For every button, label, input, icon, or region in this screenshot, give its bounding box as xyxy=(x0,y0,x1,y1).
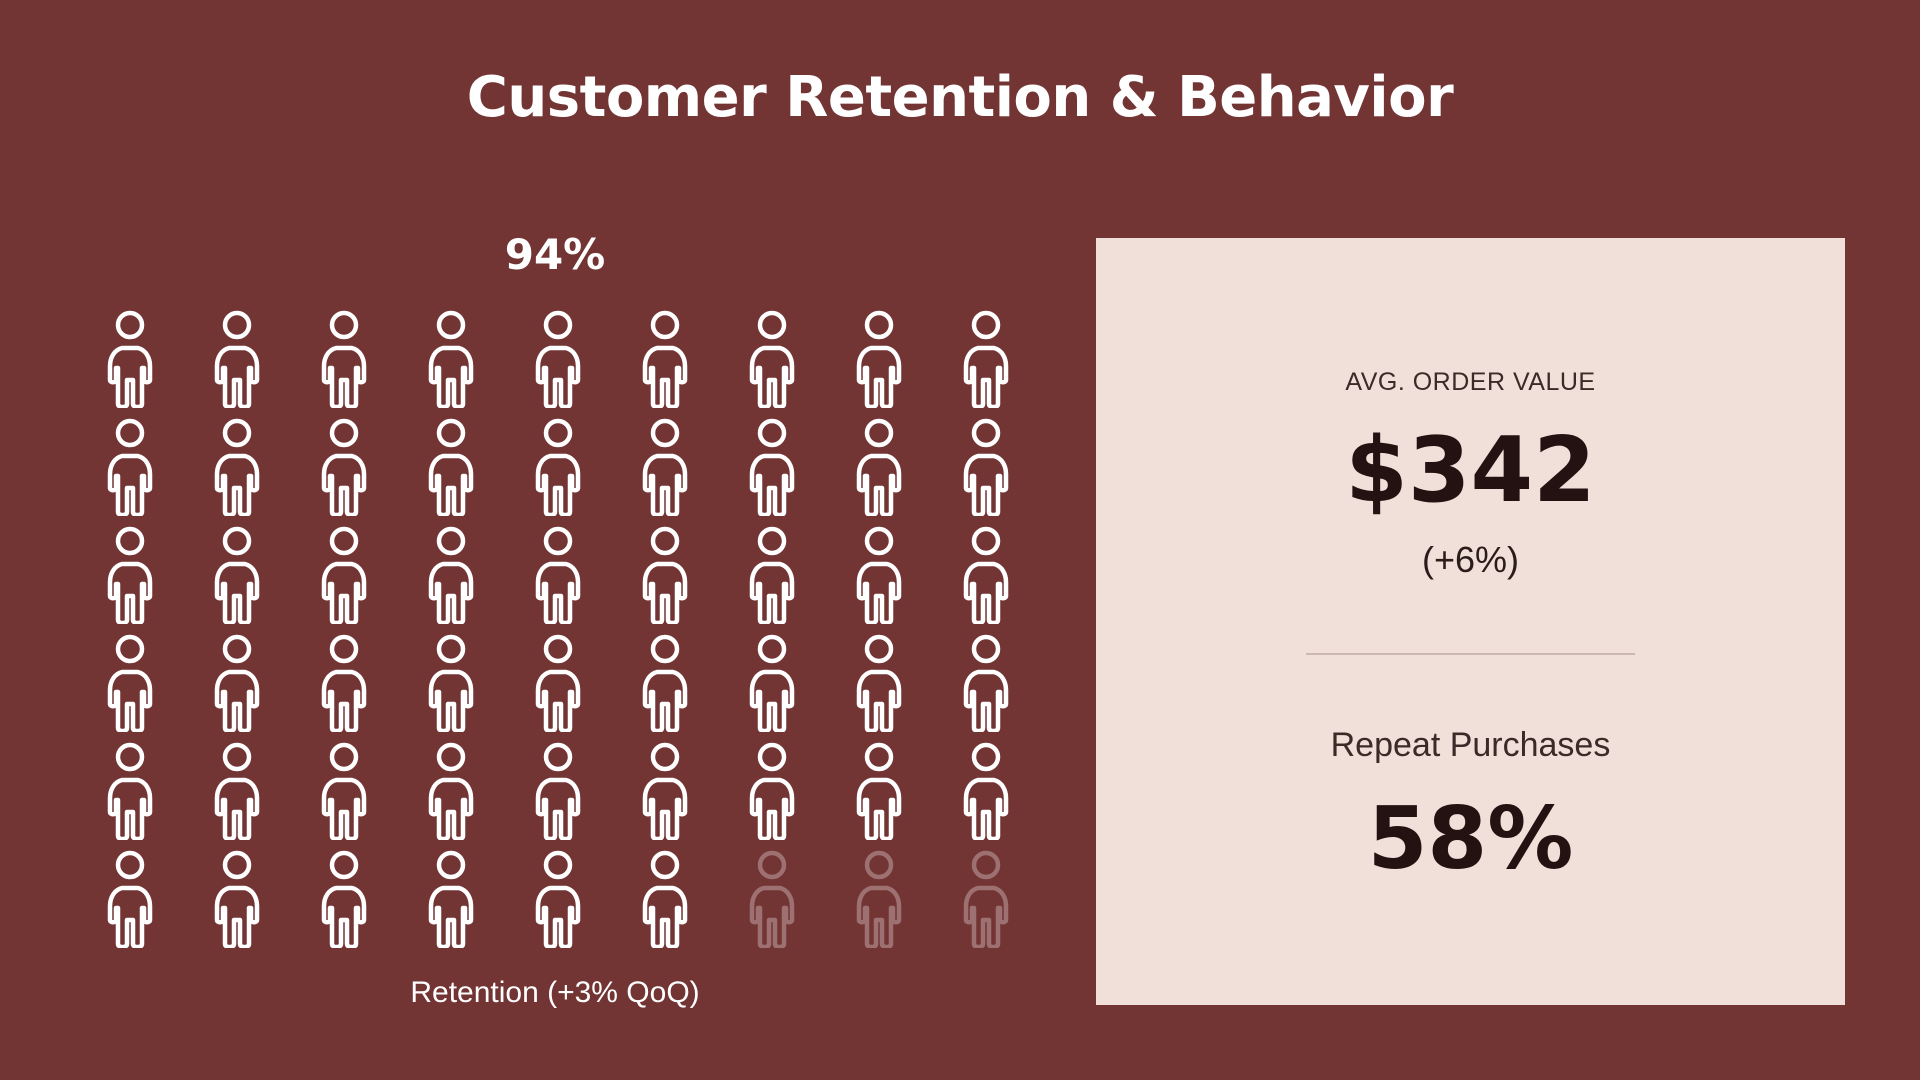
person-icon xyxy=(102,632,158,732)
avg-order-value: $342 xyxy=(1345,418,1596,523)
person-icon xyxy=(209,848,265,948)
person-icon xyxy=(637,632,693,732)
person-icon xyxy=(423,308,479,408)
person-icon xyxy=(637,848,693,948)
person-icon xyxy=(423,848,479,948)
page-title: Customer Retention & Behavior xyxy=(466,65,1454,130)
person-icon xyxy=(744,416,800,516)
person-icon xyxy=(851,740,907,840)
person-icon xyxy=(209,308,265,408)
person-icon xyxy=(102,308,158,408)
repeat-purchases-label: Repeat Purchases xyxy=(1330,726,1611,764)
person-icon xyxy=(744,740,800,840)
person-icon xyxy=(851,308,907,408)
person-icon xyxy=(209,416,265,516)
person-icon xyxy=(958,524,1014,624)
avg-order-value-change: (+6%) xyxy=(1421,539,1520,580)
person-icon xyxy=(530,632,586,732)
person-icon xyxy=(958,416,1014,516)
person-icon xyxy=(423,632,479,732)
person-icon xyxy=(102,848,158,948)
person-icon xyxy=(102,740,158,840)
repeat-purchases-value: 58% xyxy=(1367,789,1574,889)
person-icon xyxy=(851,416,907,516)
person-icon xyxy=(423,416,479,516)
person-icon xyxy=(316,416,372,516)
person-icon xyxy=(958,632,1014,732)
retention-caption: Retention (+3% QoQ) xyxy=(410,976,700,1009)
person-icon xyxy=(316,740,372,840)
person-icon xyxy=(851,524,907,624)
stats-card: AVG. ORDER VALUE $342 (+6%) Repeat Purch… xyxy=(1096,238,1845,1005)
person-icon xyxy=(423,740,479,840)
person-icon xyxy=(316,308,372,408)
person-icon xyxy=(530,740,586,840)
person-icon xyxy=(530,416,586,516)
person-icon xyxy=(958,740,1014,840)
person-icon xyxy=(744,632,800,732)
person-icon xyxy=(958,848,1014,948)
person-icon xyxy=(209,632,265,732)
person-icon xyxy=(316,632,372,732)
person-icon xyxy=(316,848,372,948)
person-icon xyxy=(637,416,693,516)
person-icon xyxy=(530,848,586,948)
person-icon xyxy=(744,308,800,408)
card-divider xyxy=(1306,653,1635,655)
person-icon xyxy=(958,308,1014,408)
person-icon xyxy=(744,848,800,948)
person-icon xyxy=(744,524,800,624)
person-icon xyxy=(102,416,158,516)
person-icon xyxy=(637,740,693,840)
avg-order-value-label: AVG. ORDER VALUE xyxy=(1345,368,1596,396)
person-icon xyxy=(102,524,158,624)
person-icon xyxy=(637,524,693,624)
retention-percent: 94% xyxy=(504,230,606,279)
person-icon xyxy=(530,308,586,408)
person-icon xyxy=(423,524,479,624)
person-icon xyxy=(209,524,265,624)
person-icon xyxy=(851,632,907,732)
person-icon xyxy=(637,308,693,408)
person-icon xyxy=(316,524,372,624)
person-icon xyxy=(851,848,907,948)
person-icon xyxy=(530,524,586,624)
person-icon xyxy=(209,740,265,840)
